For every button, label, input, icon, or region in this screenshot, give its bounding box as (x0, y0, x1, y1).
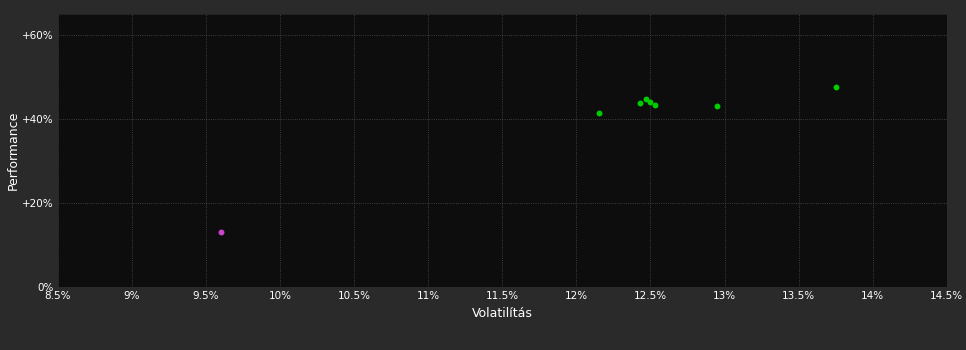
Point (591, 110, 607, 116)
Point (647, 102, 663, 107)
Point (639, 97, 654, 102)
Point (633, 101, 648, 106)
Y-axis label: Performance: Performance (7, 111, 19, 190)
Point (213, 229, 229, 234)
Point (642, 99, 658, 105)
X-axis label: Volatilítás: Volatilítás (471, 307, 533, 320)
Point (828, 84, 843, 90)
Point (709, 103, 724, 108)
